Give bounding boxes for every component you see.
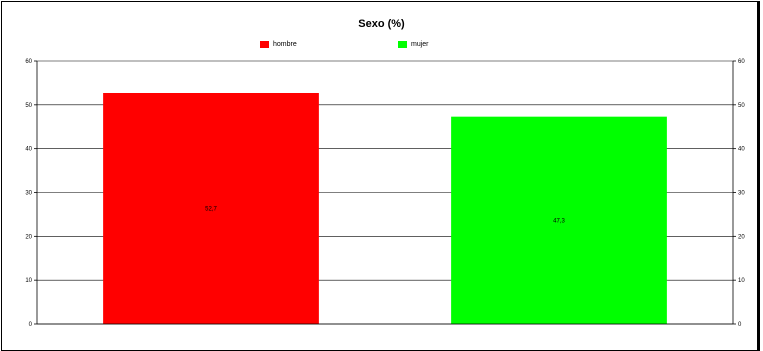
y-tick-label-right: 30 [738, 191, 745, 197]
y-tick-label-right: 60 [738, 59, 745, 65]
bar-hombre [103, 92, 319, 324]
legend-swatch-mujer [398, 41, 407, 48]
legend-item-mujer: mujer [398, 41, 429, 48]
y-tick-label-right: 0 [738, 322, 742, 328]
legend-label-mujer: mujer [411, 41, 429, 48]
y-tick-label-left: 60 [25, 59, 32, 65]
y-tick-label-right: 40 [738, 147, 745, 153]
y-tick-label-right: 50 [738, 103, 745, 109]
bar-mujer [451, 116, 667, 324]
bar-chart: 0 0 10 10 20 20 30 30 40 40 50 50 60 60 52,7 47,3 [25, 59, 745, 328]
y-tick-label-right: 20 [738, 234, 745, 240]
y-tick-label-left: 0 [29, 322, 33, 328]
y-tick-label-left: 20 [25, 234, 32, 240]
data-label-hombre: 52,7 [205, 206, 217, 212]
data-label-mujer: 47,3 [553, 218, 565, 224]
legend-item-hombre: hombre [260, 41, 297, 48]
legend-label-hombre: hombre [273, 41, 297, 48]
y-tick-label-left: 10 [25, 278, 32, 284]
y-tick-label-left: 30 [25, 191, 32, 197]
y-tick-label-right: 10 [738, 278, 745, 284]
y-tick-label-left: 50 [25, 103, 32, 109]
y-tick-label-left: 40 [25, 147, 32, 153]
chart-title: Sexo (%) [358, 18, 405, 30]
legend-swatch-hombre [260, 41, 269, 48]
